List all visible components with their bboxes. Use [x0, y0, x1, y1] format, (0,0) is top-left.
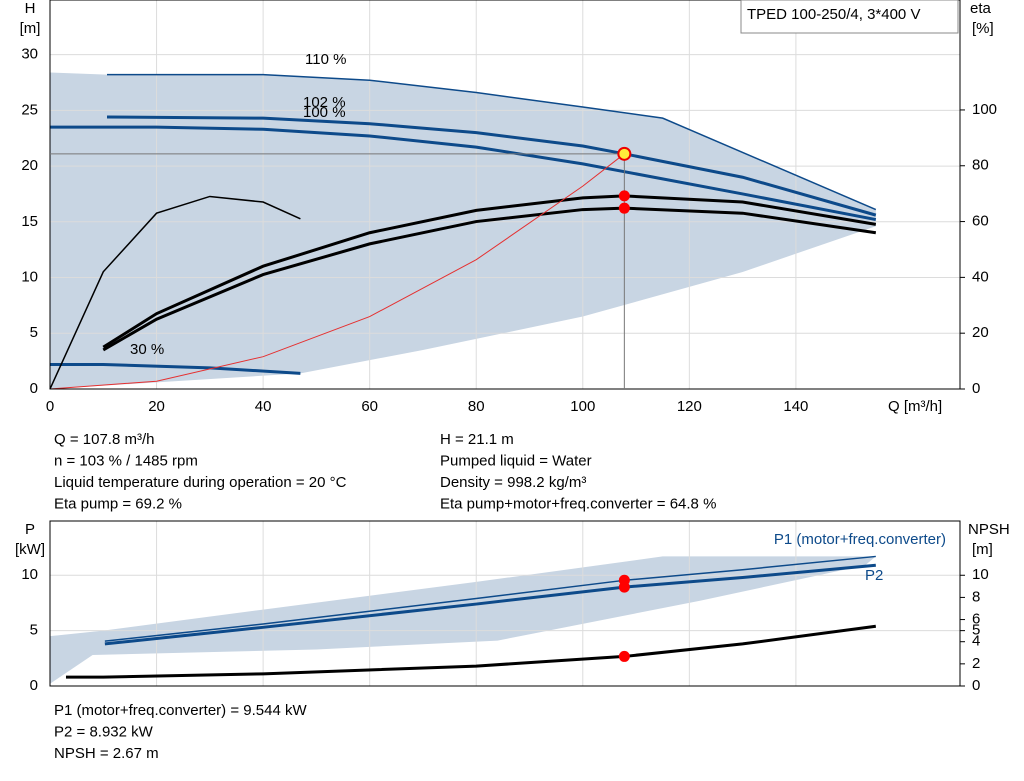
- curve: [49, 153, 625, 390]
- y-axis-unit: [kW]: [15, 541, 45, 558]
- y-tick-label: 5: [30, 324, 38, 341]
- curve-label: 100 %: [303, 104, 346, 121]
- y2-tick-label: 0: [972, 677, 980, 694]
- info-text: H = 21.1 m: [440, 431, 514, 448]
- y-tick-label: 15: [21, 213, 38, 230]
- y-tick-label: 0: [30, 380, 38, 397]
- info-text: Pumped liquid = Water: [440, 452, 592, 469]
- curve: [102, 194, 877, 349]
- npsh-point: [618, 650, 630, 662]
- y2-tick-label: 0: [972, 380, 980, 397]
- operating-range: [50, 72, 876, 389]
- curve: [104, 563, 876, 646]
- curve-label: 30 %: [130, 341, 164, 358]
- title: TPED 100-250/4, 3*400 V: [747, 6, 920, 23]
- y-axis-label: P: [25, 521, 35, 538]
- x-tick-label: 80: [468, 398, 485, 415]
- y-tick-label: 25: [21, 101, 38, 118]
- x-tick-label: 140: [783, 398, 808, 415]
- title-box: [740, 0, 959, 34]
- plot-frame: [49, 0, 961, 390]
- eta-point: [618, 202, 630, 214]
- y2-tick-label: 40: [972, 268, 989, 285]
- x-tick-label: 60: [361, 398, 378, 415]
- info-text: Eta pump+motor+freq.converter = 64.8 %: [440, 495, 716, 512]
- x-axis-label: Q [m³/h]: [888, 398, 942, 415]
- eta-point: [618, 190, 630, 202]
- y2-tick-label: 60: [972, 213, 989, 230]
- curve-label: P2: [865, 567, 883, 584]
- y2-tick-label: 20: [972, 324, 989, 341]
- plots: 0 20 40 60 80 100 120 1400510152025300204060801…: [15, 0, 1010, 762]
- curve-label: P1 (motor+freq.converter): [774, 531, 946, 548]
- info-text: Q = 107.8 m³/h: [54, 431, 154, 448]
- info-text: Eta pump = 69.2 %: [54, 495, 182, 512]
- curve: [106, 115, 877, 217]
- info-text: P1 (motor+freq.converter) = 9.544 kW: [54, 702, 307, 719]
- x-tick-label: 100: [570, 398, 595, 415]
- curve-label: 110 %: [305, 51, 346, 68]
- info-text: Density = 998.2 kg/m³: [440, 474, 586, 491]
- y-tick-label: 0: [30, 677, 38, 694]
- y-tick-label: 30: [21, 46, 38, 63]
- x-tick-label: 20: [148, 398, 165, 415]
- x-tick-label: 40: [255, 398, 272, 415]
- curve: [102, 206, 877, 352]
- y2-tick-label: 4: [972, 633, 980, 650]
- y-tick-label: 5: [30, 622, 38, 639]
- x-tick-label: 0: [46, 398, 54, 415]
- plot-frame: [49, 520, 961, 687]
- operating-range: [50, 556, 876, 684]
- duty-point: [617, 146, 632, 161]
- curve: [104, 555, 876, 642]
- y2-tick-label: 100: [972, 101, 997, 118]
- curve-label: 102 %: [303, 94, 346, 111]
- y-tick-label: 10: [21, 269, 38, 286]
- y2-tick-label: 2: [972, 655, 980, 672]
- power-point: [618, 581, 630, 593]
- curve: [65, 624, 877, 679]
- curve: [50, 362, 301, 375]
- curve: [49, 195, 301, 390]
- x-tick-label: 120: [677, 398, 702, 415]
- info-text: P2 = 8.932 kW: [54, 723, 154, 740]
- y2-axis-label: NPSH: [968, 521, 1010, 538]
- y2-tick-label: 8: [972, 588, 980, 605]
- y2-tick-label: 6: [972, 611, 980, 628]
- info-text: Liquid temperature during operation = 20…: [54, 474, 347, 491]
- y2-axis-unit: [%]: [972, 20, 994, 37]
- y2-axis-label: eta: [970, 0, 992, 17]
- curve: [107, 73, 877, 211]
- y2-tick-label: 10: [972, 566, 989, 583]
- y-tick-label: 10: [21, 566, 38, 583]
- y2-axis-unit: [m]: [972, 541, 993, 558]
- y2-tick-label: 5: [972, 622, 980, 639]
- curve: [50, 125, 877, 222]
- info-text: NPSH = 2.67 m: [54, 745, 159, 762]
- info-text: n = 103 % / 1485 rpm: [54, 452, 198, 469]
- y-tick-label: 20: [21, 157, 38, 174]
- y2-tick-label: 80: [972, 157, 989, 174]
- y-axis-label: H: [25, 0, 36, 17]
- y-axis-unit: [m]: [20, 20, 41, 37]
